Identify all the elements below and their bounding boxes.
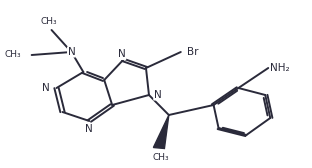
Polygon shape: [154, 115, 169, 149]
Text: CH₃: CH₃: [40, 17, 57, 26]
Text: N: N: [118, 49, 126, 59]
Text: N: N: [42, 83, 50, 93]
Text: CH₃: CH₃: [4, 50, 21, 59]
Text: CH₃: CH₃: [152, 153, 169, 162]
Text: NH₂: NH₂: [270, 63, 290, 73]
Text: N: N: [154, 90, 162, 100]
Text: Br: Br: [187, 47, 198, 57]
Text: N: N: [68, 47, 75, 57]
Text: N: N: [85, 124, 93, 134]
